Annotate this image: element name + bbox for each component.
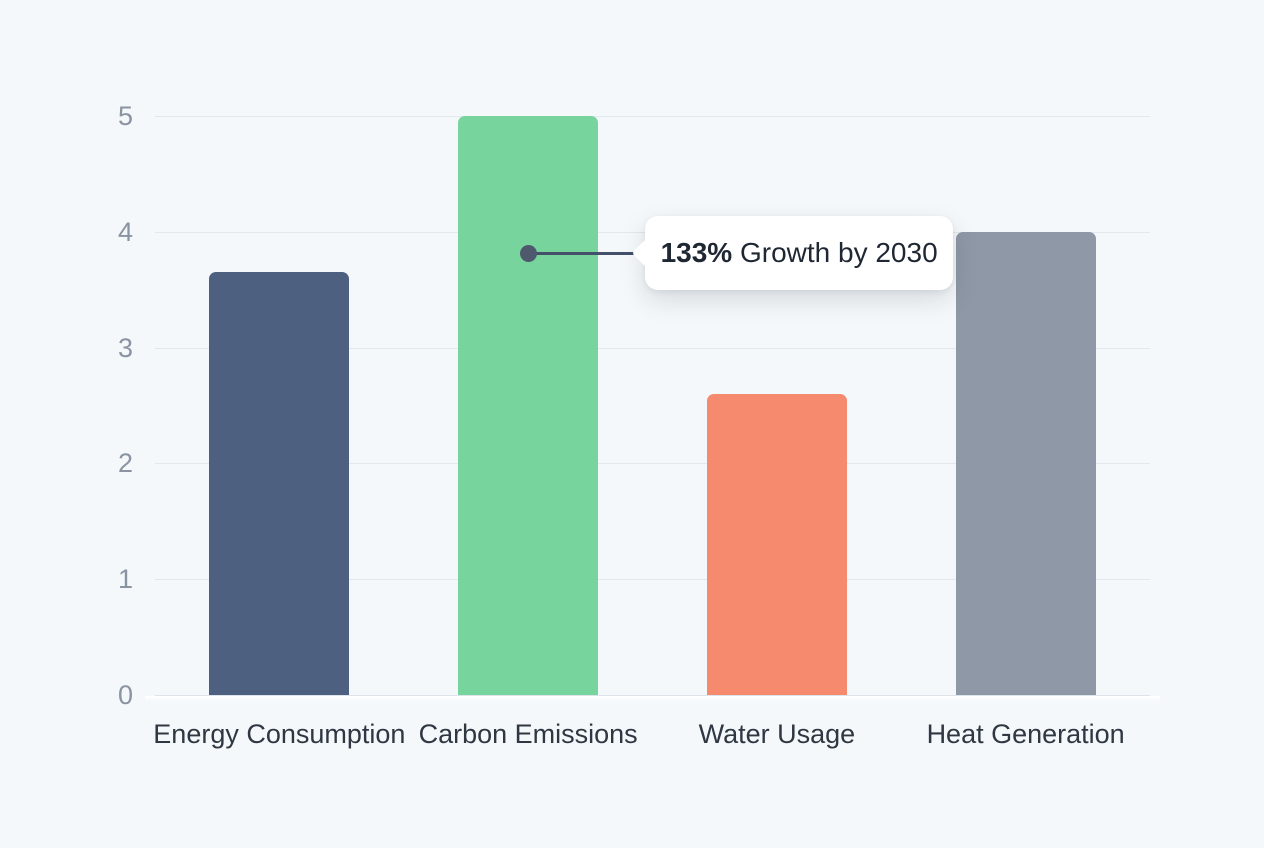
- tooltip-label: Growth by 2030: [732, 237, 938, 268]
- annotation-tooltip: 133% Growth by 2030: [631, 216, 954, 290]
- y-tick-label-5: 5: [117, 101, 133, 131]
- tooltip-left-arrow-icon: [631, 238, 661, 268]
- annotation-dot-icon: [519, 244, 537, 262]
- bar-heat-generation[interactable]: [955, 231, 1096, 695]
- plot-area: 0 1 2 3 4 5 Energy Consumption Carbon Emission…: [118, 101, 1160, 749]
- y-tick-label-1: 1: [117, 564, 133, 595]
- x-label-water-usage: Water Usage: [698, 719, 856, 749]
- y-tick-label-0: 0: [117, 680, 133, 710]
- annotation-connector-line: [528, 251, 638, 255]
- gridline-y-0: [155, 695, 1150, 696]
- x-label-heat-generation: Heat Generation: [926, 719, 1125, 749]
- x-label-energy-consumption: Energy Consumption: [153, 719, 406, 749]
- gridline-y-2: [155, 463, 1150, 465]
- gridline-y-1: [155, 579, 1150, 581]
- x-label-carbon-emissions: Carbon Emissions: [418, 719, 638, 749]
- y-tick-label-2: 2: [117, 448, 133, 479]
- y-tick-label-3: 3: [117, 332, 133, 363]
- bar-carbon-emissions[interactable]: [458, 116, 599, 695]
- x-axis-line: [145, 696, 1160, 702]
- bar-energy-consumption[interactable]: [209, 272, 350, 695]
- y-tick-label-4: 4: [117, 216, 133, 247]
- bar-water-usage[interactable]: [706, 393, 847, 695]
- gridline-y-3: [155, 347, 1150, 349]
- tooltip-value: 133%: [660, 237, 733, 268]
- gridline-y-5: [155, 116, 1150, 117]
